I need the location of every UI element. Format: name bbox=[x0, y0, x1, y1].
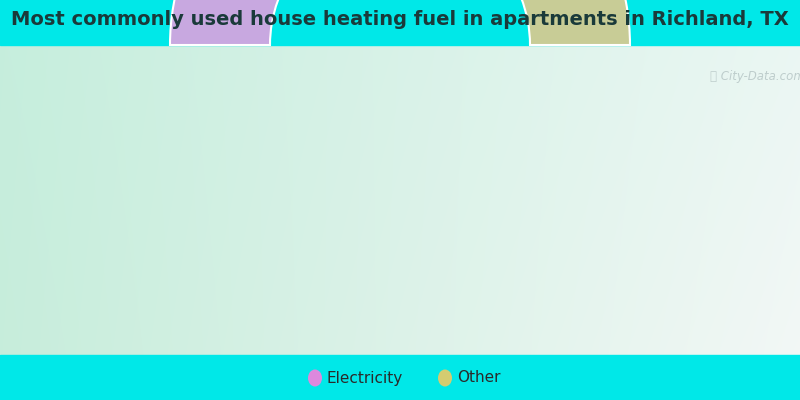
Bar bbox=[0, 0, 800, 45]
Ellipse shape bbox=[438, 370, 452, 386]
Text: ⓘ City-Data.com: ⓘ City-Data.com bbox=[710, 70, 800, 83]
Text: Electricity: Electricity bbox=[327, 370, 403, 386]
Bar bbox=[0, 355, 800, 400]
Text: Most commonly used house heating fuel in apartments in Richland, TX: Most commonly used house heating fuel in… bbox=[11, 10, 789, 29]
Ellipse shape bbox=[308, 370, 322, 386]
Wedge shape bbox=[170, 0, 614, 45]
Wedge shape bbox=[521, 0, 630, 45]
Text: Other: Other bbox=[457, 370, 501, 386]
